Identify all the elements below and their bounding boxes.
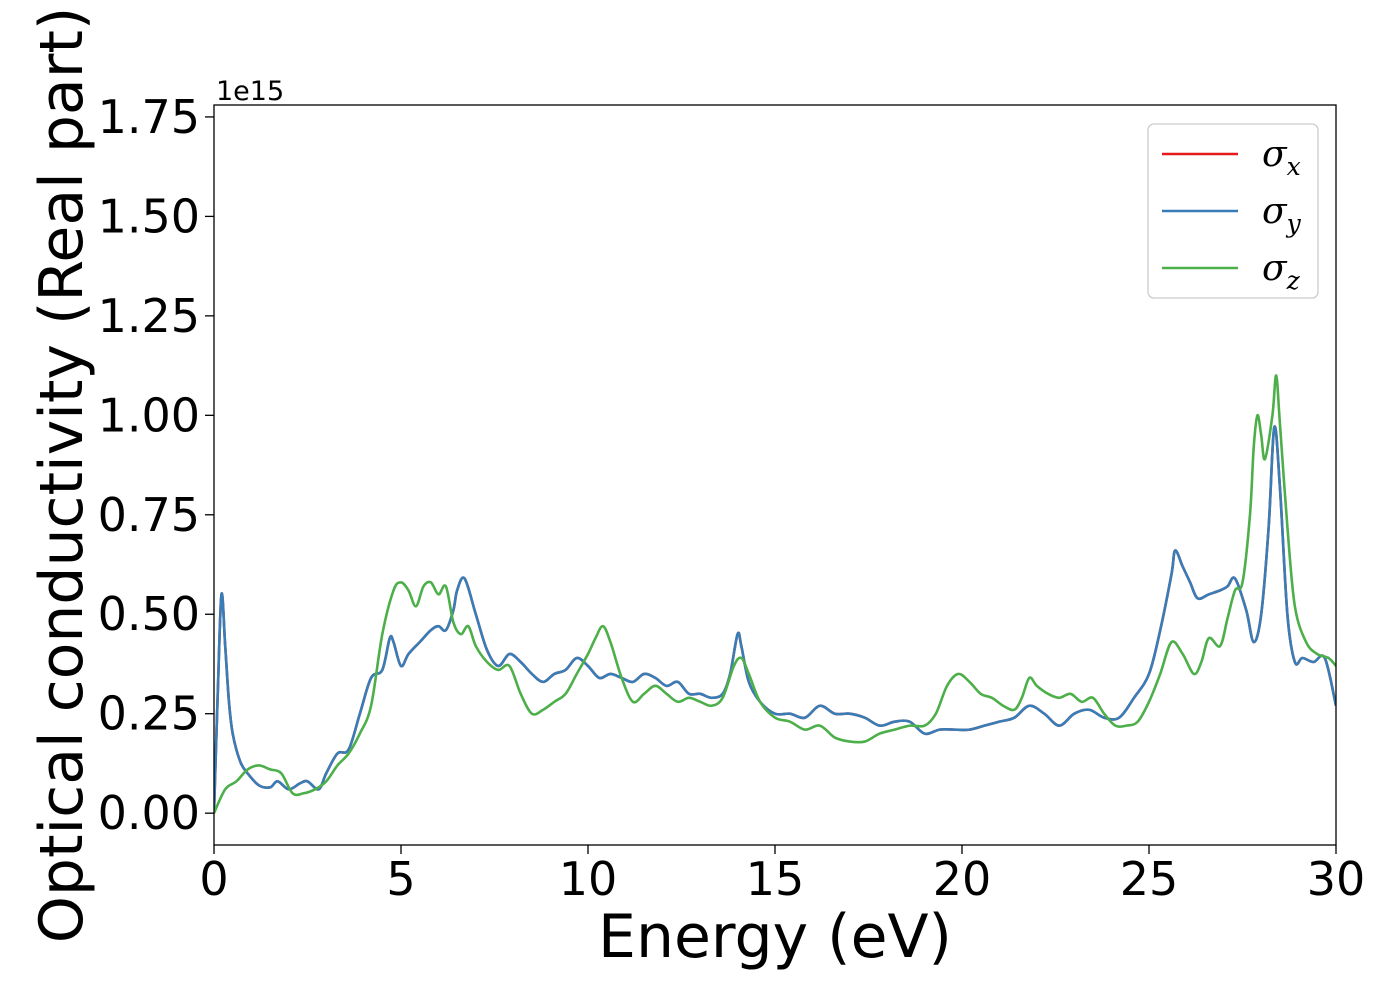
series-line-y (214, 425, 1336, 814)
y-tick-label: 0.75 (98, 488, 200, 542)
x-tick-label: 25 (1120, 852, 1179, 906)
x-axis-title: Energy (eV) (598, 902, 952, 972)
x-tick-label: 0 (199, 852, 228, 906)
x-tick-label: 15 (746, 852, 805, 906)
x-axis: 0 5 10 15 20 25 30 (199, 845, 1365, 906)
series-line-x (214, 425, 1336, 814)
y-tick-label: 1.25 (98, 289, 200, 343)
y-axis: 0.00 0.25 0.50 0.75 1.00 1.25 1.50 1.75 (98, 90, 214, 840)
y-tick-label: 0.50 (98, 587, 200, 641)
y-tick-label: 1.75 (98, 90, 200, 144)
y-tick-label: 1.50 (98, 189, 200, 243)
x-tick-label: 5 (386, 852, 415, 906)
series-line-z (214, 374, 1336, 814)
y-tick-label: 0.25 (98, 687, 200, 741)
y-offset-label: 1e15 (216, 76, 284, 107)
x-tick-label: 30 (1307, 852, 1366, 906)
x-tick-label: 10 (559, 852, 618, 906)
x-tick-label: 20 (933, 852, 992, 906)
y-tick-label: 0.00 (98, 786, 200, 840)
y-tick-label: 1.00 (98, 388, 200, 442)
series-lines (214, 374, 1336, 814)
y-axis-title: Optical conductivity (Real part) (27, 7, 97, 944)
